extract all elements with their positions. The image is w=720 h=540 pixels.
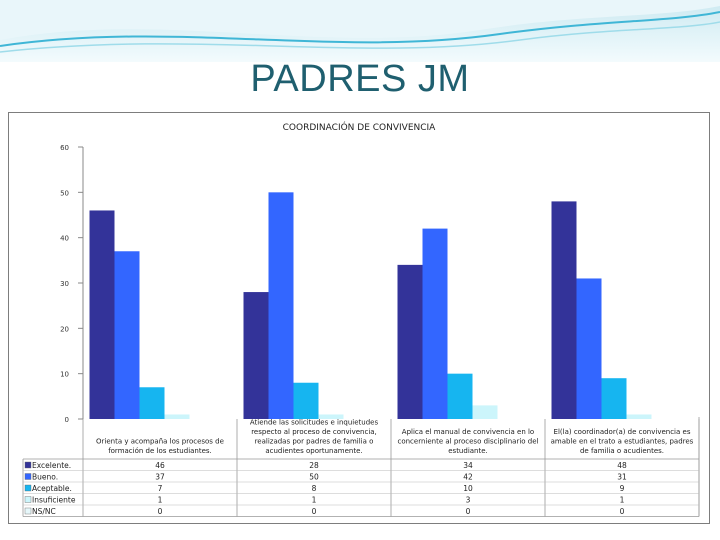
legend-label: Insuficiente bbox=[32, 495, 76, 504]
bar-aceptable-1 bbox=[139, 387, 165, 419]
chart-frame: COORDINACIÓN DE CONVIVENCIA 0 10 20 30 40 50 60… bbox=[8, 112, 710, 524]
legend-label: Aceptable. bbox=[32, 484, 72, 493]
data-value: 9 bbox=[620, 484, 625, 493]
bar-insuficiente-3 bbox=[472, 405, 498, 419]
bar-insuficiente-1 bbox=[164, 414, 190, 419]
category-label-2: Atiende las solicitudes e inquietudes bbox=[250, 419, 379, 427]
legend-key-insuficiente bbox=[24, 496, 32, 503]
bar-insuficiente-2 bbox=[318, 414, 344, 419]
data-value: 1 bbox=[620, 495, 625, 504]
data-value: 10 bbox=[463, 484, 473, 493]
data-value: 0 bbox=[312, 507, 317, 516]
data-value: 8 bbox=[312, 484, 317, 493]
data-value: 34 bbox=[463, 461, 473, 470]
data-value: 0 bbox=[158, 507, 163, 516]
category-label-2: acudientes oportunamente. bbox=[265, 447, 362, 455]
data-value: 0 bbox=[466, 507, 471, 516]
data-value: 37 bbox=[155, 472, 165, 481]
bar-aceptable-4 bbox=[601, 378, 627, 419]
bar-excelente-4 bbox=[551, 201, 577, 419]
category-label-2: respecto al proceso de convivencia, bbox=[251, 428, 377, 436]
y-tick-label: 50 bbox=[60, 189, 69, 197]
bar-chart: COORDINACIÓN DE CONVIVENCIA0102030405060… bbox=[22, 121, 700, 517]
bar-bueno-4 bbox=[576, 278, 602, 419]
legend-label: Excelente. bbox=[32, 461, 71, 470]
slide-title: PADRES JM bbox=[250, 58, 470, 100]
category-label-4: amable en el trato a estudiantes, padres bbox=[551, 438, 694, 446]
legend-key-nsnc bbox=[24, 507, 32, 515]
legend-key-aceptable bbox=[24, 484, 32, 492]
legend-label: Bueno. bbox=[32, 472, 58, 481]
data-value: 28 bbox=[309, 461, 319, 470]
data-value: 0 bbox=[620, 507, 625, 516]
data-value: 31 bbox=[617, 472, 627, 481]
legend-key-bueno bbox=[24, 473, 32, 480]
category-label-3: concerniente al proceso disciplinario de… bbox=[397, 438, 538, 446]
y-tick-label: 0 bbox=[65, 416, 69, 424]
header-wave-decoration bbox=[0, 0, 720, 62]
bar-excelente-3 bbox=[397, 264, 423, 419]
category-label-3: estudiante. bbox=[448, 447, 488, 455]
category-label-4: El(la) coordinador(a) de convivencia es bbox=[554, 428, 691, 436]
data-value: 46 bbox=[155, 461, 165, 470]
y-tick-label: 10 bbox=[60, 371, 69, 379]
data-value: 3 bbox=[466, 495, 471, 504]
data-value: 1 bbox=[312, 495, 317, 504]
y-tick-label: 60 bbox=[60, 144, 69, 152]
y-tick-label: 30 bbox=[60, 280, 69, 288]
bar-aceptable-3 bbox=[447, 373, 473, 419]
category-label-1: formación de los estudiantes. bbox=[108, 447, 212, 455]
category-label-1: Orienta y acompaña los procesos de bbox=[96, 438, 224, 446]
data-value: 50 bbox=[309, 472, 319, 481]
bar-aceptable-2 bbox=[293, 382, 319, 419]
data-value: 48 bbox=[617, 461, 627, 470]
category-label-2: realizadas por padres de familia o bbox=[255, 438, 374, 446]
legend-key-excelente bbox=[24, 461, 32, 469]
data-value: 1 bbox=[158, 495, 163, 504]
chart-title: COORDINACIÓN DE CONVIVENCIA bbox=[283, 121, 437, 133]
data-value: 42 bbox=[463, 472, 473, 481]
bar-bueno-2 bbox=[268, 192, 294, 419]
y-tick-label: 40 bbox=[60, 235, 69, 243]
bar-insuficiente-4 bbox=[626, 414, 652, 419]
category-label-3: Aplica el manual de convivencia en lo bbox=[402, 428, 534, 436]
bar-excelente-1 bbox=[89, 210, 115, 419]
y-tick-label: 20 bbox=[60, 325, 69, 333]
bar-bueno-3 bbox=[422, 228, 448, 419]
legend-label: NS/NC bbox=[32, 507, 56, 516]
category-label-4: de familia o acudientes. bbox=[580, 447, 664, 455]
data-value: 7 bbox=[158, 484, 163, 493]
bar-bueno-1 bbox=[114, 251, 140, 419]
bar-excelente-2 bbox=[243, 292, 269, 419]
